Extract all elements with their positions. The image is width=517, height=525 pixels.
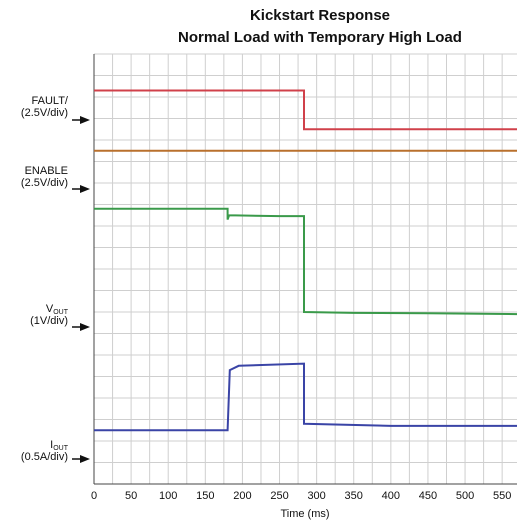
- trace-label-subscript: OUT: [53, 309, 69, 316]
- trace-label: ENABLE: [25, 165, 68, 177]
- trace-label-main: I: [50, 439, 53, 451]
- trace-lines: [94, 89, 517, 432]
- x-tick-label: 50: [125, 490, 137, 502]
- trace-scale-label: (2.5V/div): [21, 177, 68, 189]
- x-tick-label: 200: [233, 490, 251, 502]
- trace-label: FAULT/: [32, 95, 69, 107]
- trace-scale-label: (0.5A/div): [21, 451, 68, 463]
- trace-line: [94, 362, 517, 432]
- trace-labels: FAULT/(2.5V/div)ENABLE(2.5V/div)VOUT(1V/…: [21, 95, 69, 463]
- trace-line: [94, 207, 517, 316]
- x-tick-label: 450: [419, 490, 437, 502]
- baseline-marker: [80, 323, 90, 331]
- x-tick-label: 100: [159, 490, 177, 502]
- x-axis-label: Time (ms): [280, 508, 329, 520]
- trace-label-main: ENABLE: [25, 165, 68, 177]
- x-tick-labels: 0 50 100 150 200 250 300 350 400 450 500 550: [91, 490, 511, 502]
- x-tick-label: 500: [456, 490, 474, 502]
- baseline-marker: [80, 116, 90, 124]
- x-tick-label: 250: [270, 490, 288, 502]
- grid-lines: [93, 53, 517, 485]
- x-tick-label: 0: [91, 490, 97, 502]
- x-tick-label: 350: [345, 490, 363, 502]
- baseline-marker: [80, 185, 90, 193]
- chart-title: Kickstart Response: [249, 7, 391, 24]
- x-tick-label: 300: [307, 490, 325, 502]
- baseline-marker: [80, 455, 90, 463]
- x-tick-label: 400: [382, 490, 400, 502]
- x-tick-label: 550: [493, 490, 511, 502]
- trace-line: [94, 89, 517, 131]
- trace-label-main: FAULT/: [32, 95, 69, 107]
- trace-markers: [72, 116, 90, 463]
- x-tick-label: 150: [196, 490, 214, 502]
- trace-scale-label: (1V/div): [30, 315, 68, 327]
- trace-label: IOUT: [50, 439, 69, 452]
- trace-label-subscript: OUT: [53, 445, 69, 452]
- chart-subtitle: Normal Load with Temporary High Load: [178, 29, 462, 46]
- trace-scale-label: (2.5V/div): [21, 107, 68, 119]
- trace-label-main: V: [46, 303, 54, 315]
- trace-label: VOUT: [46, 303, 69, 316]
